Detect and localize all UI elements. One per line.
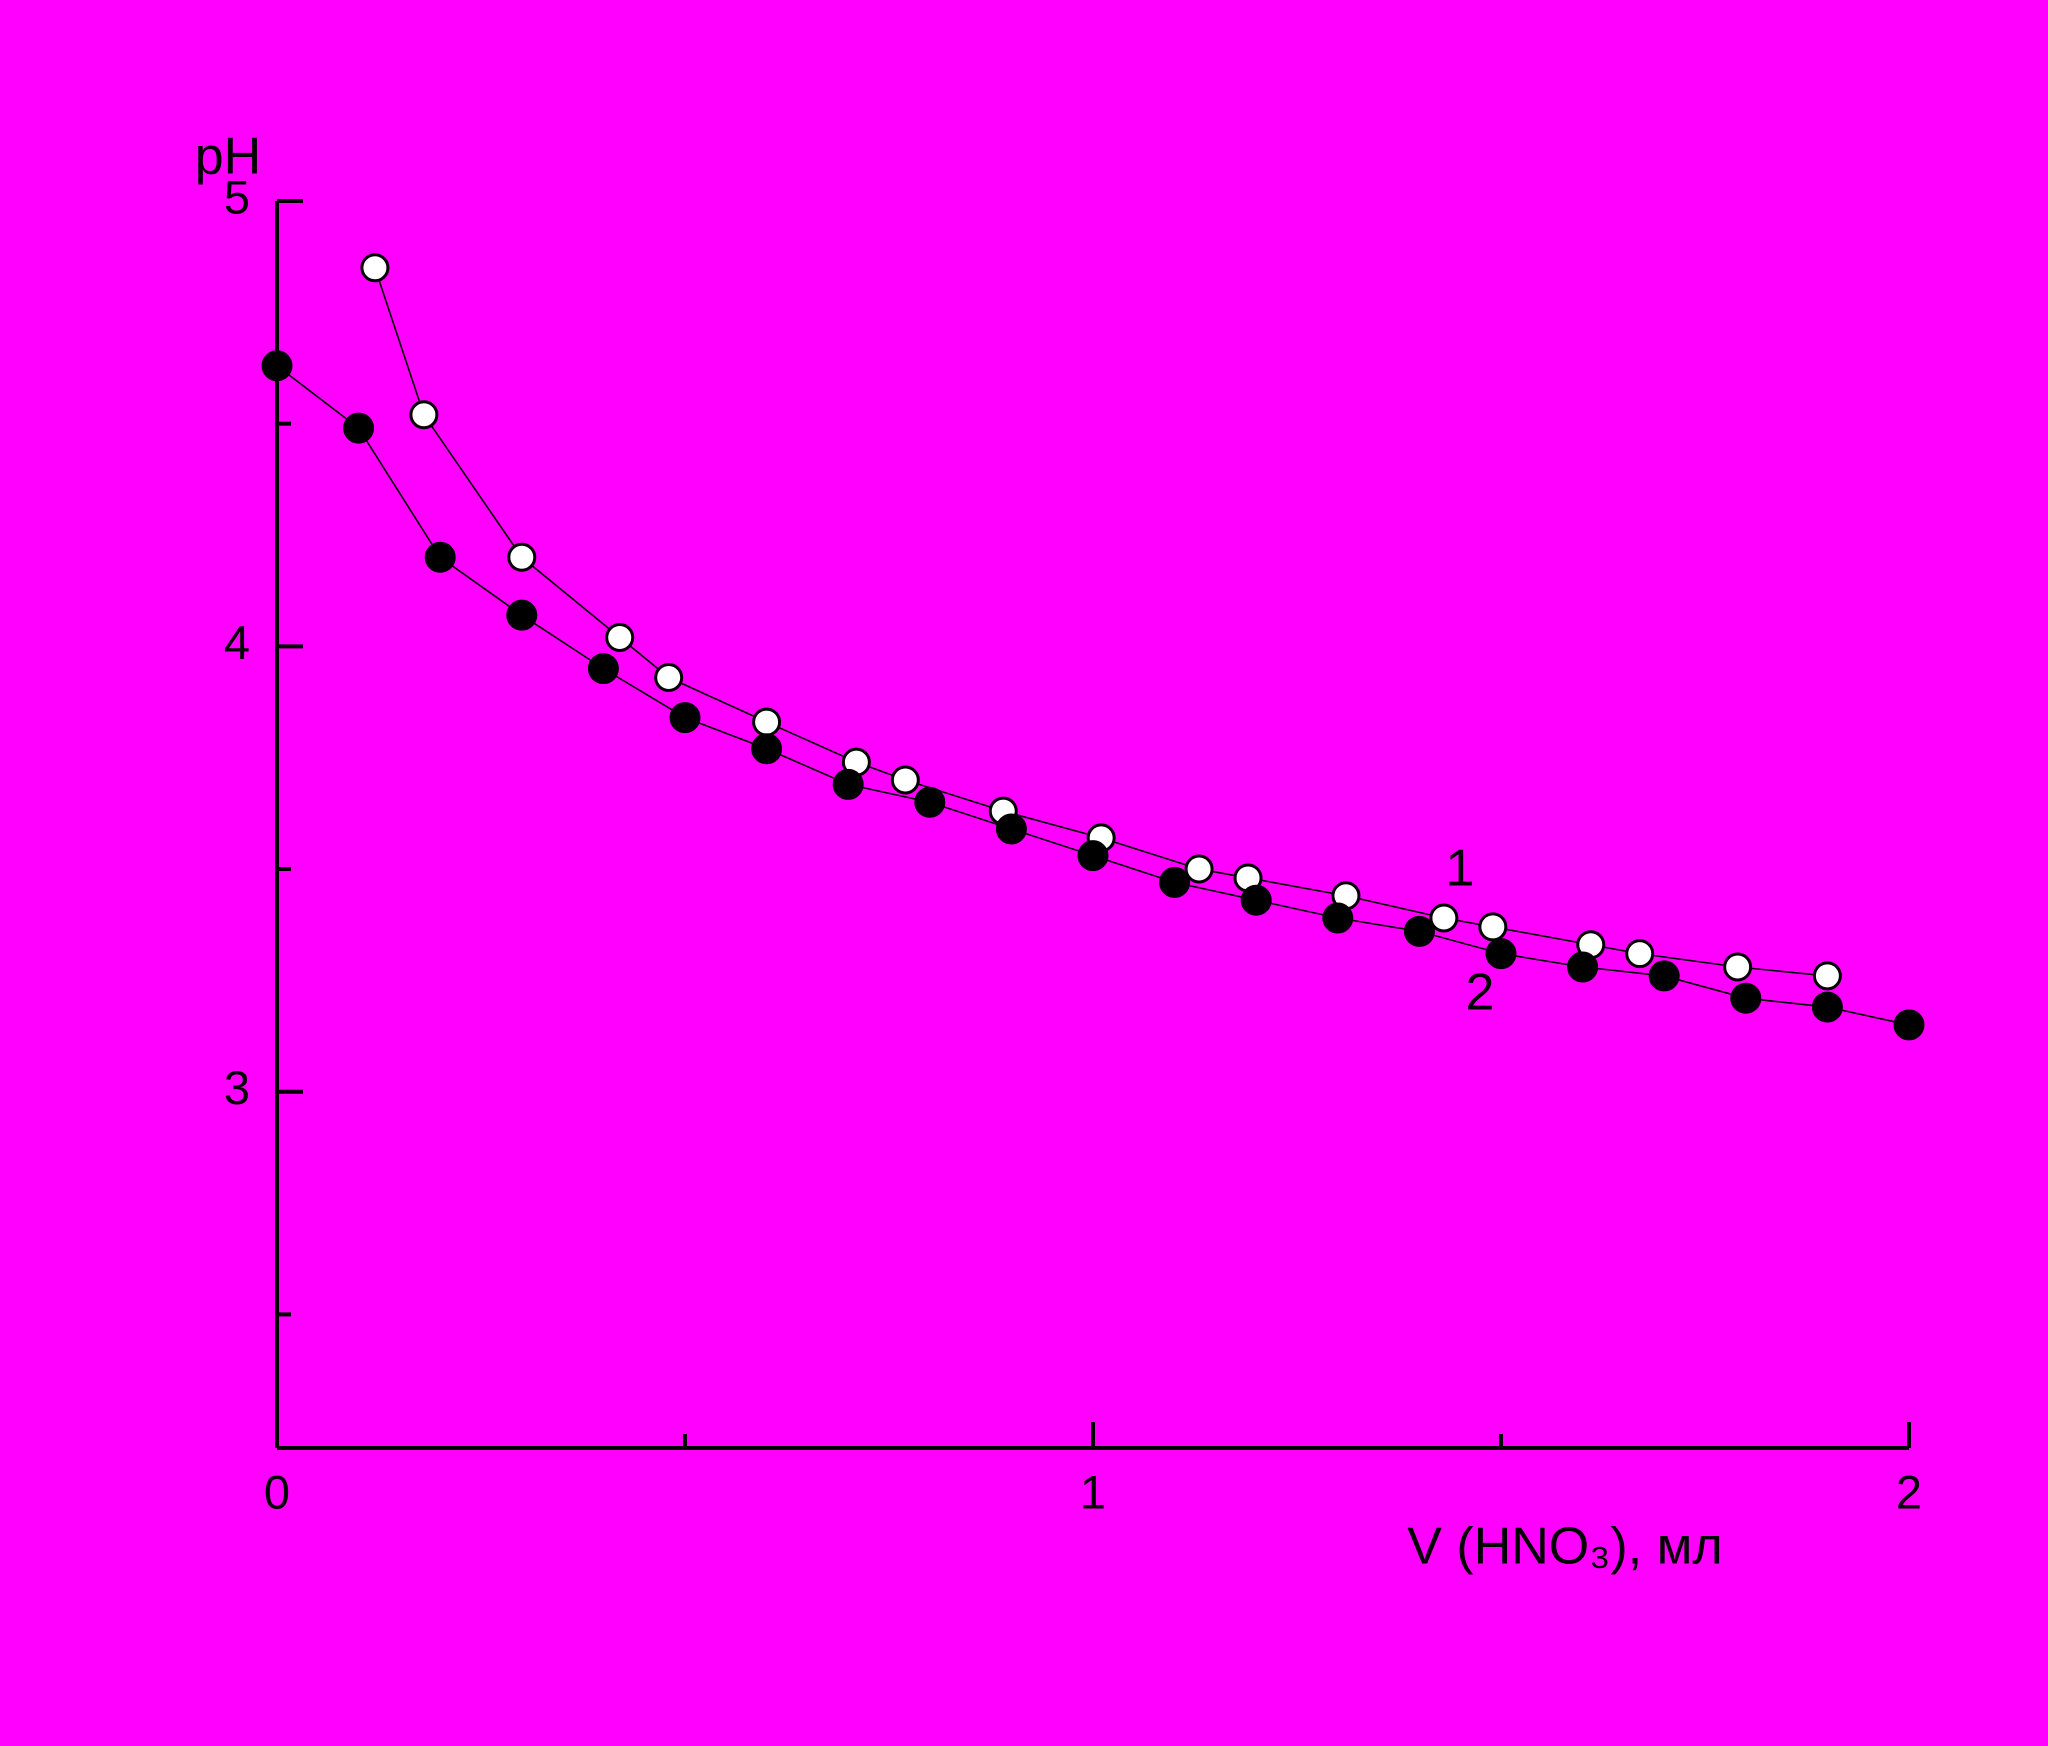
data-point [1159,866,1191,898]
y-tick-label: 4 [224,616,250,669]
data-point [914,786,946,818]
data-point [1723,952,1753,982]
data-point [1240,884,1272,916]
data-point [752,707,782,737]
data-point [1893,1009,1925,1041]
data-point [1478,912,1508,942]
data-point [1812,961,1842,991]
data-point [1429,903,1459,933]
data-point [1485,938,1517,970]
x-tick-label: 2 [1896,1465,1922,1518]
y-tick-label: 3 [224,1061,250,1114]
data-point [751,733,783,765]
series-label: 2 [1466,964,1495,1022]
y-tick-label: 5 [224,170,250,223]
data-point [360,253,390,283]
data-point [995,813,1027,845]
data-point [832,768,864,800]
data-point [1648,960,1680,992]
y-axis-title: pH [195,128,261,186]
data-point [507,542,537,572]
data-point [654,663,684,693]
data-point [1567,951,1599,983]
data-point [669,702,701,734]
data-point [1322,902,1354,934]
series-label: 1 [1446,840,1475,898]
x-axis-title: V (HNO₃), мл [1407,1518,1722,1576]
data-point [1811,991,1843,1023]
x-tick-label: 0 [264,1465,290,1518]
data-point [587,653,619,685]
data-point [605,622,635,652]
data-point [1077,840,1109,872]
data-point [409,400,439,430]
data-point [1403,915,1435,947]
data-point [424,541,456,573]
data-point [506,599,538,631]
data-point [261,350,293,382]
data-point [890,765,920,795]
x-tick-label: 1 [1080,1465,1106,1518]
data-point [1184,854,1214,884]
data-point [1625,939,1655,969]
data-point [1730,982,1762,1014]
data-point [343,412,375,444]
